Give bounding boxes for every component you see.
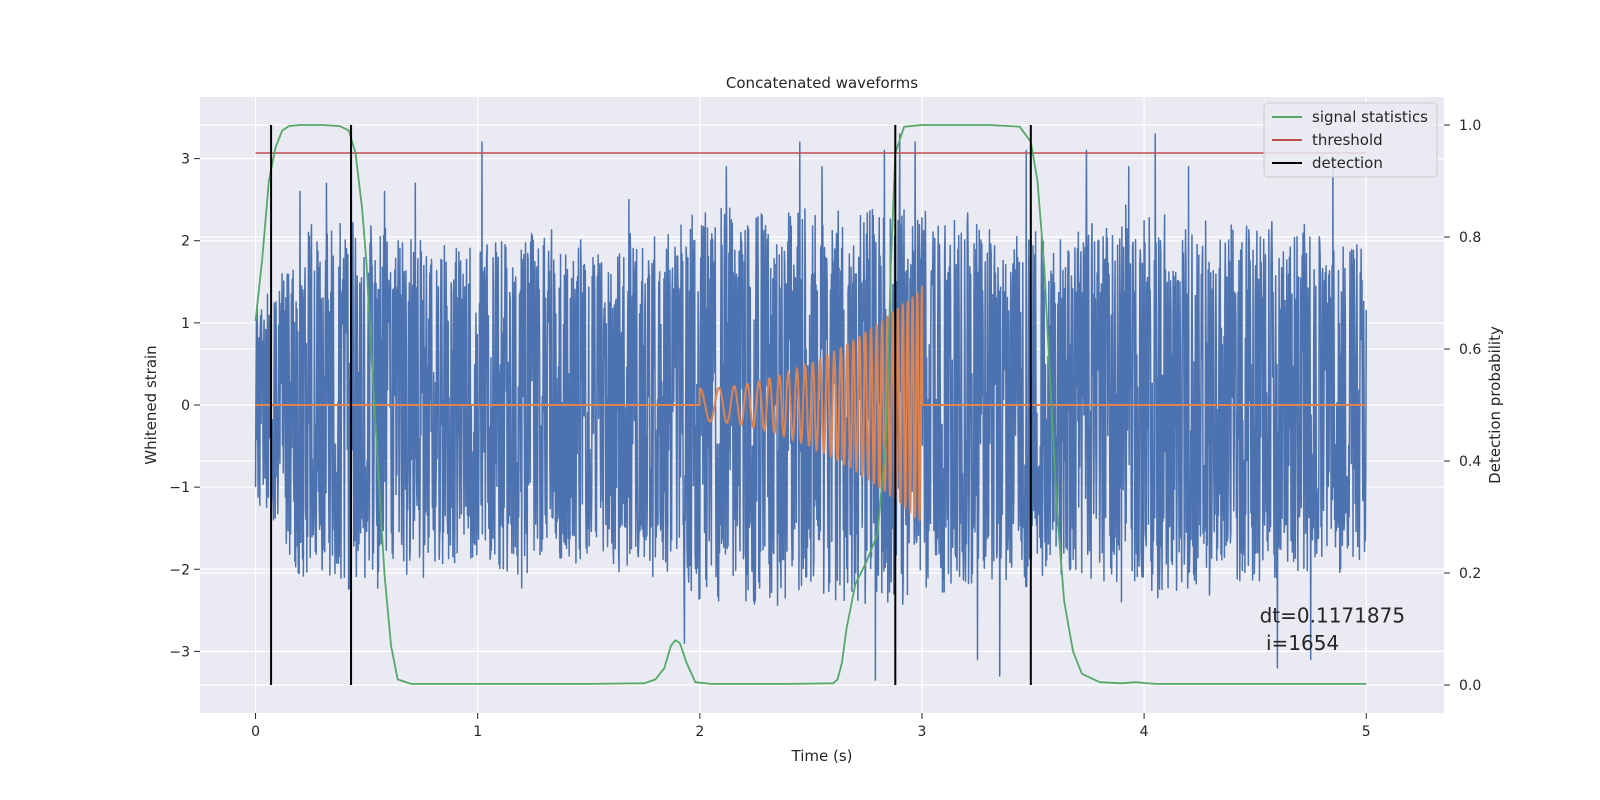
x-tick-label: 0 [251,724,260,740]
annotation-index: i=1654 [1260,631,1340,655]
y-right-tick-label: 1.0 [1459,118,1481,134]
chart-title: Concatenated waveforms [726,74,918,92]
y-left-tick-label: 1 [181,316,190,332]
y-right-tick-label: 0.2 [1459,566,1481,582]
annotation-dt: dt=0.1171875 [1260,604,1405,628]
x-tick-label: 4 [1140,724,1149,740]
x-tick-label: 3 [918,724,927,740]
legend-box [1263,102,1438,178]
y-right-tick-label: 0.0 [1459,678,1481,694]
legend-label: signal statistics [1312,108,1428,126]
noise-line [254,133,1367,681]
x-axis-label: Time (s) [791,747,853,765]
y-right-tick-label: 0.6 [1459,342,1481,358]
legend: signal statistics threshold detection [1263,102,1438,178]
y-left-tick-label: 2 [181,234,190,250]
chirp-series [255,285,1367,521]
y-right-tick-label: 0.4 [1459,454,1481,470]
y-right-tick-label: 0.8 [1459,230,1481,246]
legend-label: detection [1312,154,1383,172]
legend-label: threshold [1312,131,1383,149]
x-tick-label: 5 [1362,724,1371,740]
axes: 0 1 2 3 4 5 −3 −2 −1 0 1 2 3 0.0 0.2 0.4 0.6 0.8 1.0 [169,118,1481,740]
y-axis-label-right: Detection probability [1486,326,1504,484]
y-left-tick-label: −2 [169,562,190,578]
annotation: dt=0.1171875 i=1654 [1260,604,1405,655]
y-left-tick-label: −3 [169,644,190,660]
signal-statistics-line [254,124,1367,685]
x-tick-label: 1 [473,724,482,740]
noise-series [254,133,1367,681]
x-tick-label: 2 [695,724,704,740]
y-axis-label-left: Whitened strain [142,345,160,464]
y-left-tick-label: 3 [181,152,190,168]
y-left-tick-label: −1 [169,480,190,496]
y-left-tick-label: 0 [181,398,190,414]
chirp-line [255,285,1367,521]
signal-statistics-series [254,124,1367,685]
detection-series [270,125,1032,685]
